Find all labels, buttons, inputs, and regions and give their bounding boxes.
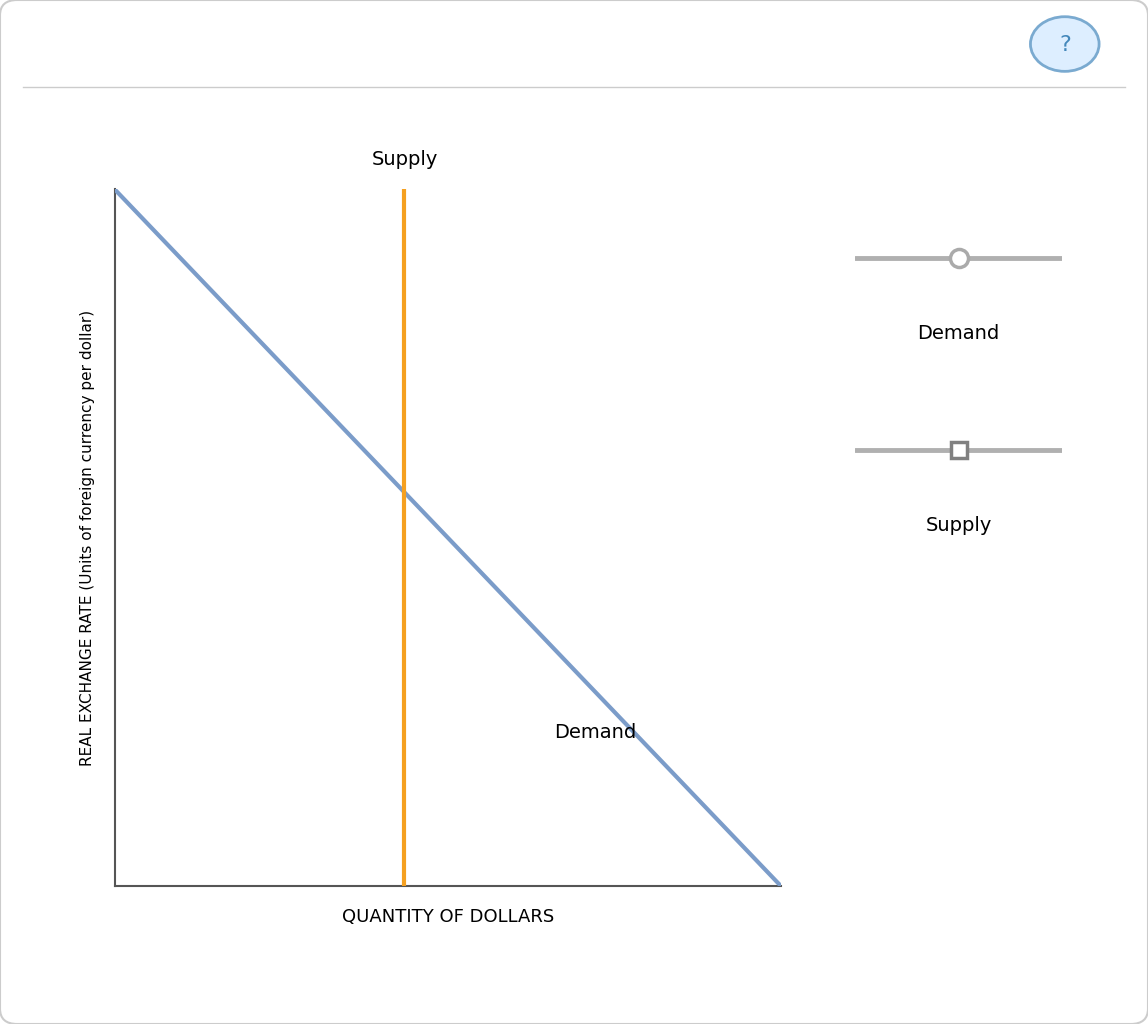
Y-axis label: REAL EXCHANGE RATE (Units of foreign currency per dollar): REAL EXCHANGE RATE (Units of foreign cur… [80,309,95,766]
X-axis label: QUANTITY OF DOLLARS: QUANTITY OF DOLLARS [342,908,553,926]
Text: Demand: Demand [554,723,636,742]
Text: ?: ? [1058,35,1071,55]
Text: Supply: Supply [925,516,992,536]
Circle shape [1031,16,1099,72]
Text: Demand: Demand [917,325,1000,343]
Text: Supply: Supply [371,150,437,169]
